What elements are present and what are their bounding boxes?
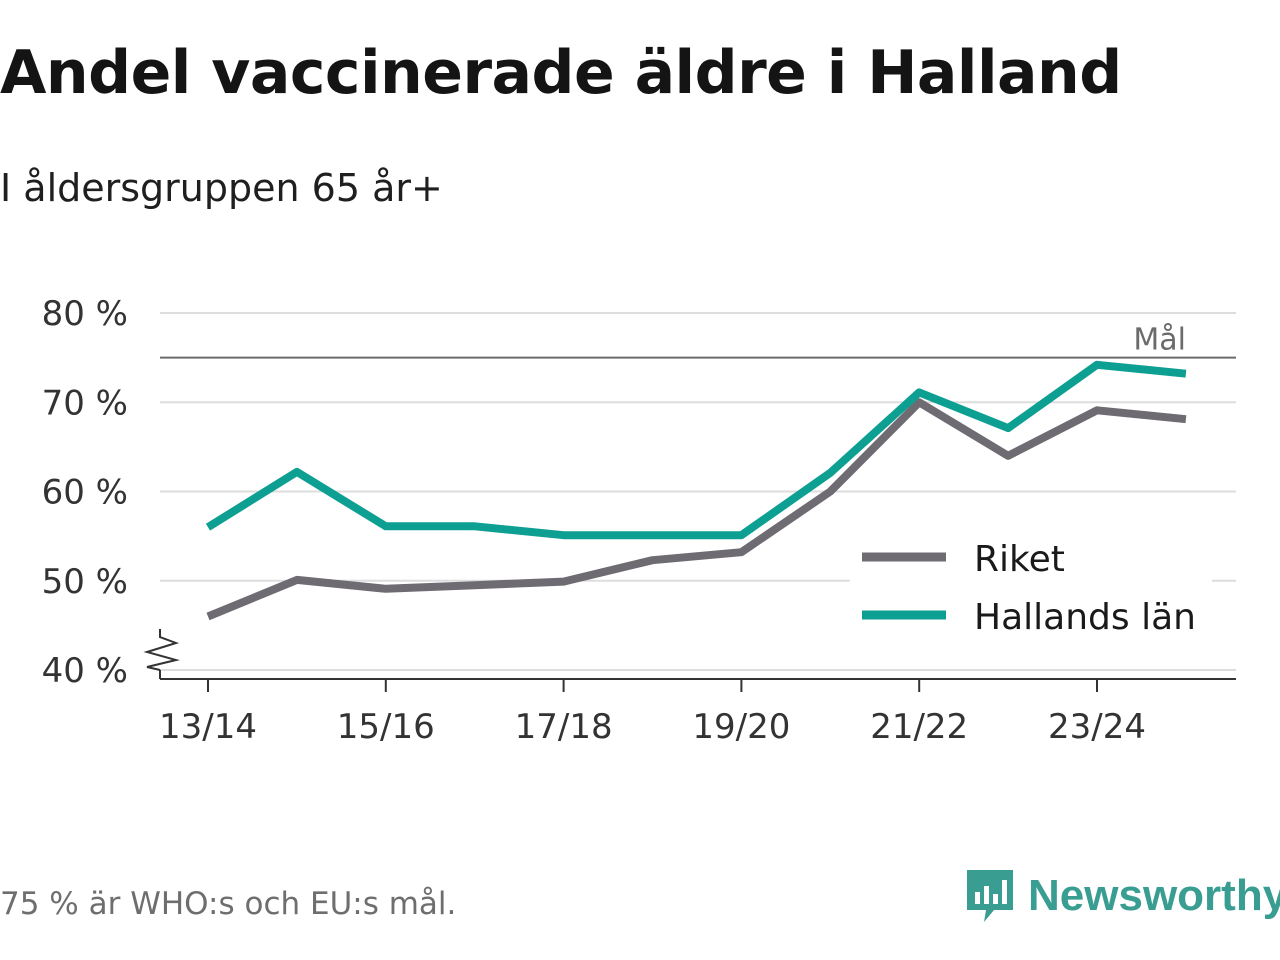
y-tick-label: 40 % <box>42 651 128 691</box>
x-tick-labels: 13/14 15/16 17/18 19/20 21/22 23/24 <box>159 679 1146 747</box>
goal-label: Mål <box>1133 323 1186 358</box>
legend-background <box>850 525 1212 645</box>
series-line-hallands-lan <box>205 360 1187 540</box>
x-tick-label: 21/22 <box>870 707 968 747</box>
brand[interactable]: Newsworthy <box>964 866 1280 926</box>
axes <box>143 629 1236 680</box>
x-tick-label: 23/24 <box>1048 707 1146 747</box>
chart-subtitle: I åldersgruppen 65 år+ <box>0 166 443 210</box>
x-tick-label: 17/18 <box>515 707 613 747</box>
series-line-riket <box>206 398 1187 621</box>
series-lines <box>205 360 1187 621</box>
legend: Riket Hallands län <box>850 525 1212 645</box>
x-tick-label: 15/16 <box>337 707 435 747</box>
brand-name: Newsworthy <box>1028 871 1280 920</box>
y-tick-labels: 80 % 70 % 60 % 50 % 40 % <box>42 294 128 691</box>
legend-label-riket: Riket <box>974 539 1065 580</box>
y-tick-label: 50 % <box>42 562 128 602</box>
line-chart: Mål Riket Hallands län 80 % 70 % 60 % 50 % 4… <box>42 294 1236 747</box>
y-tick-label: 60 % <box>42 473 128 513</box>
y-tick-label: 80 % <box>42 294 128 334</box>
legend-label-hallands-lan: Hallands län <box>974 597 1196 638</box>
newsworthy-logo-icon <box>967 870 1013 922</box>
y-tick-label: 70 % <box>42 383 128 423</box>
x-tick-label: 13/14 <box>159 707 257 747</box>
goal-reference: Mål <box>160 323 1236 359</box>
chart-title: Andel vaccinerade äldre i Halland <box>0 38 1122 108</box>
x-tick-label: 19/20 <box>692 707 790 747</box>
y-axis-break-icon <box>143 629 180 671</box>
footnote: 75 % är WHO:s och EU:s mål. <box>0 886 457 922</box>
